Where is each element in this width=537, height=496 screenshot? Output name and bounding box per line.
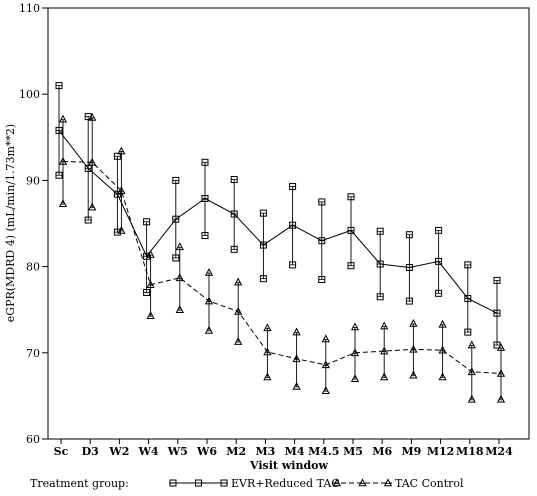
data-point xyxy=(350,348,360,357)
y-tick-label: 60 xyxy=(26,433,40,446)
x-tick-label: D3 xyxy=(82,445,99,458)
error-cap-lower xyxy=(409,370,418,379)
x-tick-label: M6 xyxy=(372,445,392,458)
legend-item: EVR+Reduced TAC xyxy=(169,477,340,490)
data-point xyxy=(380,346,389,355)
error-cap-lower xyxy=(321,386,330,395)
error-cap-upper xyxy=(467,340,476,349)
error-cap-lower xyxy=(380,372,389,381)
x-tick-label: W2 xyxy=(108,445,129,458)
plot-frame xyxy=(47,7,530,440)
error-cap-upper xyxy=(350,322,360,331)
data-point xyxy=(263,347,272,356)
error-cap-upper xyxy=(175,242,184,251)
x-tick-label: W4 xyxy=(138,445,159,458)
plot-area: 60 70 80 90 100 110 Sc D3 W2 W4 W5 W6 M2 M3 M4 M4.5 M5 M… xyxy=(19,2,530,458)
data-point xyxy=(234,306,243,315)
legend: Treatment group: EVR+Reduced TAC TAC Cont… xyxy=(30,477,464,490)
error-cap-upper xyxy=(496,343,506,351)
legend-title: Treatment group: xyxy=(30,477,129,490)
x-tick-label: M5 xyxy=(343,445,363,458)
legend-label: EVR+Reduced TAC xyxy=(231,477,340,490)
legend-items: EVR+Reduced TAC TAC Control xyxy=(169,477,464,490)
data-point xyxy=(438,345,447,354)
error-cap-lower xyxy=(292,381,301,390)
data-point xyxy=(321,360,330,369)
error-cap-upper xyxy=(438,319,447,328)
error-cap-lower xyxy=(234,337,243,345)
data-point xyxy=(117,186,126,195)
x-axis-title: Visit window xyxy=(249,459,328,472)
y-tick-label: 110 xyxy=(19,2,40,15)
error-cap-upper xyxy=(117,146,126,155)
error-cap-lower xyxy=(146,311,155,320)
error-cap-upper xyxy=(204,268,214,276)
data-point xyxy=(409,344,418,353)
x-tick-label: M3 xyxy=(255,445,275,458)
error-cap-lower xyxy=(88,202,97,211)
error-cap-lower xyxy=(350,374,360,382)
series-line xyxy=(62,160,502,374)
x-tick-label: W6 xyxy=(196,445,217,458)
error-cap-lower xyxy=(204,325,214,334)
x-tick-label: M24 xyxy=(485,445,513,458)
error-cap-upper xyxy=(146,249,155,258)
series-layer xyxy=(55,82,506,403)
error-cap-upper xyxy=(263,323,272,332)
error-cap-upper xyxy=(234,277,243,286)
legend-marker xyxy=(358,478,367,487)
legend-item: TAC Control xyxy=(332,477,464,490)
error-cap-upper xyxy=(380,321,389,330)
x-tick-label: W5 xyxy=(167,445,188,458)
y-tick-label: 100 xyxy=(19,88,40,101)
y-tick-label: 70 xyxy=(26,347,40,360)
error-cap-lower xyxy=(467,394,476,403)
legend-marker xyxy=(332,478,342,487)
data-point xyxy=(58,156,68,165)
data-point xyxy=(146,280,155,289)
data-point xyxy=(175,273,184,282)
x-tick-label: M4 xyxy=(285,445,305,458)
data-point xyxy=(467,367,476,376)
data-point xyxy=(496,368,506,377)
x-tick-label: Sc xyxy=(54,445,69,458)
y-tick-label: 90 xyxy=(26,174,40,187)
error-cap-lower xyxy=(175,305,184,313)
error-cap-upper xyxy=(409,318,418,327)
legend-label: TAC Control xyxy=(395,477,464,490)
error-cap-lower xyxy=(438,372,447,381)
x-tick-label: M2 xyxy=(226,445,246,458)
error-cap-upper xyxy=(321,334,330,343)
x-tick-label: M12 xyxy=(427,445,454,458)
x-tick-label: M18 xyxy=(456,445,484,458)
data-point xyxy=(292,354,301,363)
error-cap-lower xyxy=(117,225,126,234)
x-tick-label: M4.5 xyxy=(308,445,339,458)
x-tick-label: M9 xyxy=(401,445,421,458)
y-axis-title: eGPR(MDRD 4) (mL/min/1.73m**2) xyxy=(4,124,17,322)
error-cap-upper xyxy=(58,114,68,123)
error-cap-lower xyxy=(496,394,506,403)
series-line xyxy=(58,130,498,314)
y-tick-label: 80 xyxy=(26,261,40,274)
error-cap-upper xyxy=(88,112,97,121)
series-2 xyxy=(58,112,506,403)
data-point xyxy=(204,296,214,305)
series-1 xyxy=(55,82,501,349)
error-cap-lower xyxy=(263,372,272,381)
y-axis: 60 70 80 90 100 110 xyxy=(19,2,48,446)
data-point xyxy=(88,157,97,166)
error-cap-lower xyxy=(58,199,68,207)
error-cap-upper xyxy=(292,327,301,336)
legend-marker xyxy=(383,478,393,487)
x-axis: Sc D3 W2 W4 W5 W6 M2 M3 M4 M4.5 M5 M6 M9 M12 M18 M24 xyxy=(54,439,513,458)
